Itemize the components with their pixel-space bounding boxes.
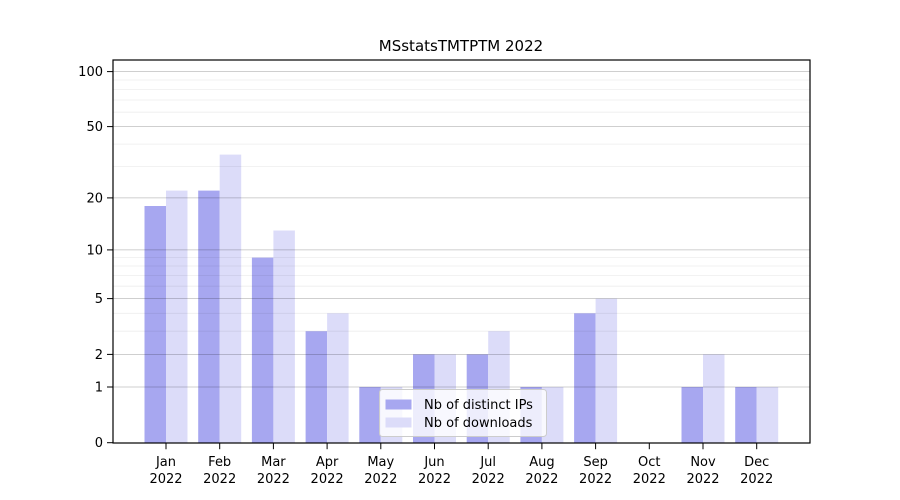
- bar-nb-of-downloads-nov: [703, 354, 725, 443]
- x-tick-label-month: Sep: [583, 455, 608, 470]
- bar-nb-of-distinct-ips-apr: [305, 331, 328, 443]
- bar-nb-of-distinct-ips-feb: [198, 190, 220, 443]
- x-tick-label-year: 2022: [525, 472, 558, 487]
- legend-box: [379, 389, 547, 437]
- x-tick-label-year: 2022: [472, 472, 505, 487]
- x-tick-label-year: 2022: [149, 472, 182, 487]
- bar-nb-of-distinct-ips-sep: [574, 313, 596, 443]
- bar-nb-of-distinct-ips-may: [359, 387, 381, 443]
- x-tick-label-year: 2022: [633, 472, 666, 487]
- y-tick-label: 5: [95, 292, 103, 307]
- bar-nb-of-downloads-feb: [219, 154, 242, 443]
- legend-swatch-distinct-ips: [385, 399, 412, 410]
- chart-title: MSstatsTMTPTM 2022: [379, 37, 543, 55]
- plot-border: [112, 59, 811, 444]
- y-tick-label: 0: [95, 436, 103, 451]
- bar-nb-of-downloads-sep: [595, 298, 618, 443]
- y-tick-label: 10: [86, 243, 103, 258]
- x-tick-label-year: 2022: [579, 472, 612, 487]
- x-tick-label-month: Mar: [261, 455, 286, 470]
- bar-nb-of-downloads-apr: [327, 313, 349, 443]
- x-tick-label-month: Nov: [690, 455, 716, 470]
- x-tick-label-year: 2022: [418, 472, 451, 487]
- bar-nb-of-downloads-jan: [166, 190, 188, 443]
- grid-layer: [113, 71, 810, 388]
- bar-nb-of-downloads-dec: [756, 387, 779, 443]
- bar-nb-of-distinct-ips-mar: [251, 257, 274, 443]
- x-tick-label-month: Aug: [529, 455, 554, 470]
- bar-nb-of-downloads-aug: [541, 387, 564, 443]
- x-tick-label-month: Jun: [423, 455, 444, 470]
- x-tick-label-month: Jul: [479, 455, 496, 470]
- bar-nb-of-downloads-mar: [273, 230, 295, 443]
- bar-nb-of-distinct-ips-dec: [735, 387, 757, 443]
- y-tick-label: 1: [95, 381, 103, 396]
- legend: Nb of distinct IPs Nb of downloads: [379, 389, 547, 437]
- y-tick-label: 2: [95, 348, 103, 363]
- x-tick-label-month: Dec: [744, 455, 769, 470]
- x-tick-label-month: Feb: [208, 455, 231, 470]
- x-tick-label-year: 2022: [740, 472, 773, 487]
- x-tick-label-year: 2022: [257, 472, 290, 487]
- x-tick-label-month: Apr: [316, 455, 339, 470]
- y-tick-label: 50: [86, 120, 103, 135]
- x-tick-label-month: May: [367, 455, 394, 470]
- x-tick-label-year: 2022: [311, 472, 344, 487]
- y-tick-label: 100: [78, 65, 103, 80]
- x-tick-label-month: Jan: [155, 455, 176, 470]
- bar-nb-of-distinct-ips-jan: [144, 206, 166, 443]
- bar-nb-of-distinct-ips-nov: [681, 387, 703, 443]
- legend-label-distinct-ips: Nb of distinct IPs: [424, 398, 533, 413]
- x-tick-label-year: 2022: [686, 472, 719, 487]
- x-tick-label-year: 2022: [203, 472, 236, 487]
- x-tick-label-month: Oct: [638, 455, 660, 470]
- axis-layer: 0 1 2 5 10 20 50 100 Jan 2022 Feb 2022 Mar 2022 Apr 202…: [78, 65, 773, 487]
- y-tick-label: 20: [86, 191, 103, 206]
- legend-swatch-downloads: [385, 417, 412, 428]
- legend-label-downloads: Nb of downloads: [424, 416, 533, 431]
- x-tick-label-year: 2022: [364, 472, 397, 487]
